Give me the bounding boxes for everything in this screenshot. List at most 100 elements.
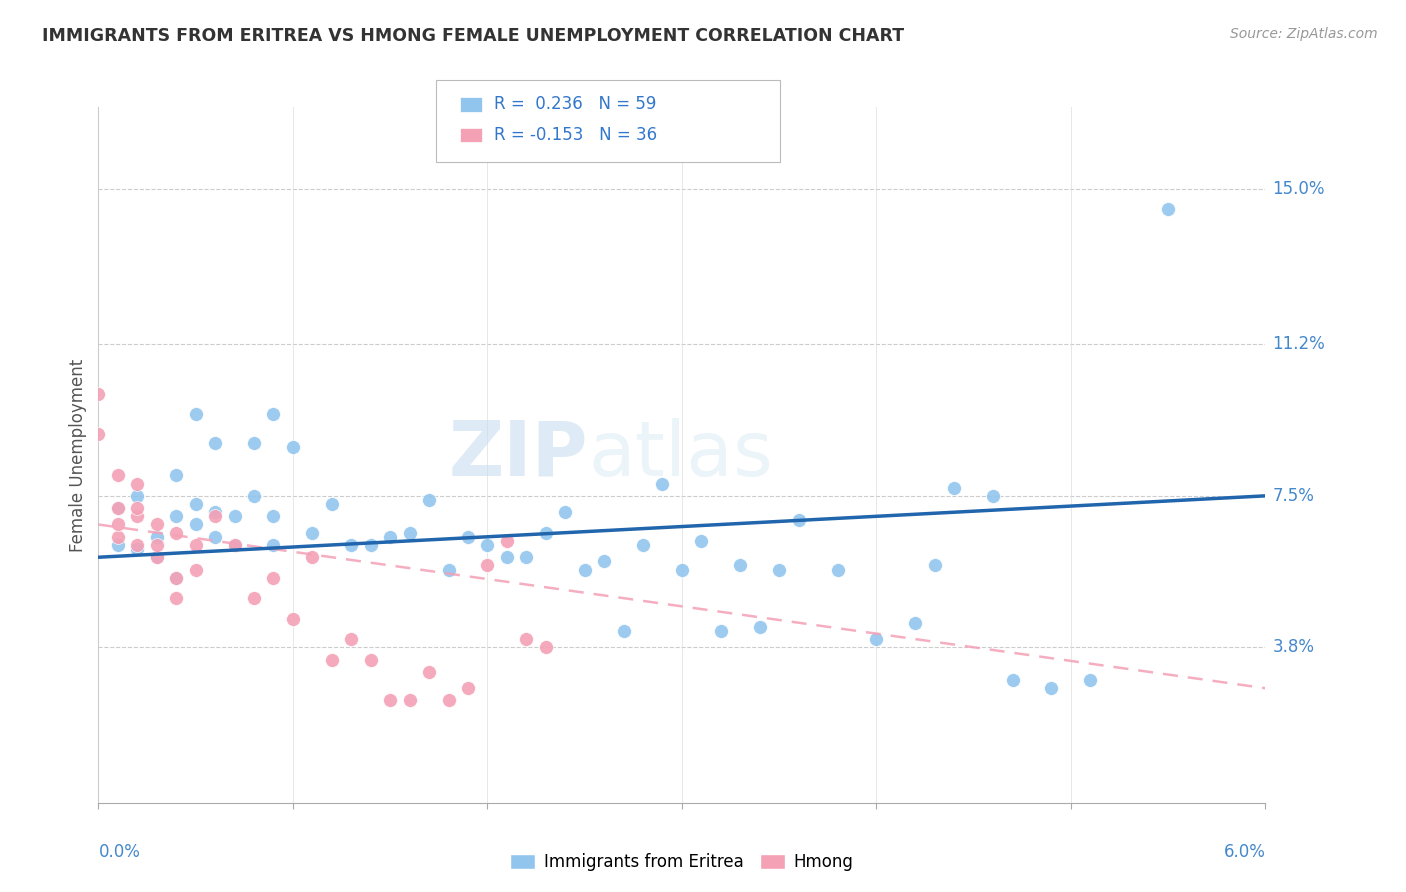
Point: [981, 489, 1004, 503]
Text: 0.0%: 0.0%: [98, 843, 141, 861]
Point: [281, 612, 304, 626]
Point: [418, 665, 440, 679]
Point: [107, 501, 129, 516]
Point: [360, 538, 382, 552]
Point: [768, 562, 790, 576]
Point: [224, 538, 246, 552]
Point: [1080, 673, 1102, 687]
Point: [165, 591, 187, 606]
Point: [146, 550, 169, 565]
Point: [204, 509, 226, 524]
Point: [146, 538, 169, 552]
Point: [301, 525, 323, 540]
Point: [730, 558, 752, 573]
Point: [184, 407, 207, 421]
Point: [437, 562, 460, 576]
Point: [184, 517, 207, 532]
Point: [321, 497, 343, 511]
Point: [262, 407, 284, 421]
Point: [787, 513, 810, 527]
Point: [418, 492, 440, 507]
Point: [107, 530, 129, 544]
Point: [690, 533, 713, 548]
Point: [184, 562, 207, 576]
Legend: Immigrants from Eritrea, Hmong: Immigrants from Eritrea, Hmong: [503, 847, 860, 878]
Point: [262, 509, 284, 524]
Text: 3.8%: 3.8%: [1272, 639, 1315, 657]
Text: R = -0.153   N = 36: R = -0.153 N = 36: [494, 126, 657, 144]
Point: [165, 468, 187, 483]
Point: [262, 571, 284, 585]
Point: [437, 693, 460, 707]
Point: [360, 652, 382, 666]
Point: [224, 538, 246, 552]
Point: [127, 538, 149, 552]
Text: IMMIGRANTS FROM ERITREA VS HMONG FEMALE UNEMPLOYMENT CORRELATION CHART: IMMIGRANTS FROM ERITREA VS HMONG FEMALE …: [42, 27, 904, 45]
Point: [865, 632, 887, 646]
Point: [243, 435, 266, 450]
Text: Source: ZipAtlas.com: Source: ZipAtlas.com: [1230, 27, 1378, 41]
Point: [340, 538, 363, 552]
Point: [146, 517, 169, 532]
Point: [165, 525, 187, 540]
Point: [165, 571, 187, 585]
Point: [107, 538, 129, 552]
Point: [146, 550, 169, 565]
Point: [710, 624, 733, 638]
Point: [457, 681, 479, 696]
Point: [243, 591, 266, 606]
Point: [515, 632, 537, 646]
Point: [924, 558, 946, 573]
Point: [301, 550, 323, 565]
Point: [107, 468, 129, 483]
Text: 11.2%: 11.2%: [1272, 335, 1326, 353]
Point: [651, 476, 673, 491]
Point: [127, 542, 149, 557]
Point: [496, 550, 519, 565]
Text: 7.5%: 7.5%: [1272, 487, 1315, 505]
Point: [496, 533, 519, 548]
Point: [184, 497, 207, 511]
Point: [748, 620, 770, 634]
Point: [1001, 673, 1024, 687]
Point: [146, 530, 169, 544]
Point: [340, 632, 363, 646]
Point: [107, 501, 129, 516]
Point: [224, 509, 246, 524]
Point: [515, 550, 537, 565]
Point: [378, 530, 402, 544]
Point: [321, 652, 343, 666]
Point: [127, 489, 149, 503]
Point: [165, 509, 187, 524]
Point: [378, 693, 402, 707]
Point: [631, 538, 654, 552]
Point: [477, 538, 499, 552]
Point: [204, 435, 226, 450]
Point: [574, 562, 596, 576]
Point: [398, 525, 420, 540]
Text: ZIP: ZIP: [449, 418, 589, 491]
Point: [398, 693, 420, 707]
Point: [204, 505, 226, 519]
Text: atlas: atlas: [589, 418, 773, 491]
Point: [87, 386, 110, 401]
Point: [107, 517, 129, 532]
Point: [184, 538, 207, 552]
Text: 15.0%: 15.0%: [1272, 180, 1324, 198]
Point: [1157, 202, 1180, 217]
Point: [457, 530, 479, 544]
Point: [671, 562, 693, 576]
Point: [534, 525, 557, 540]
Point: [262, 538, 284, 552]
Point: [127, 476, 149, 491]
Point: [165, 571, 187, 585]
Point: [127, 509, 149, 524]
Point: [243, 489, 266, 503]
Point: [1040, 681, 1063, 696]
Point: [612, 624, 634, 638]
Point: [904, 615, 927, 630]
Point: [534, 640, 557, 655]
Point: [127, 501, 149, 516]
Point: [477, 558, 499, 573]
Point: [554, 505, 576, 519]
